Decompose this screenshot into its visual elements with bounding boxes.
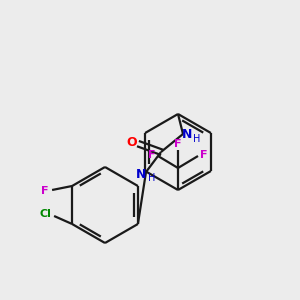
Text: O: O [127,136,137,149]
Text: F: F [200,150,208,160]
Text: F: F [41,186,49,196]
Text: H: H [193,134,201,144]
Text: N: N [182,128,192,142]
Text: F: F [174,139,182,149]
Text: F: F [148,150,156,160]
Text: N: N [136,167,146,181]
Text: Cl: Cl [39,209,51,219]
Text: H: H [148,173,156,183]
